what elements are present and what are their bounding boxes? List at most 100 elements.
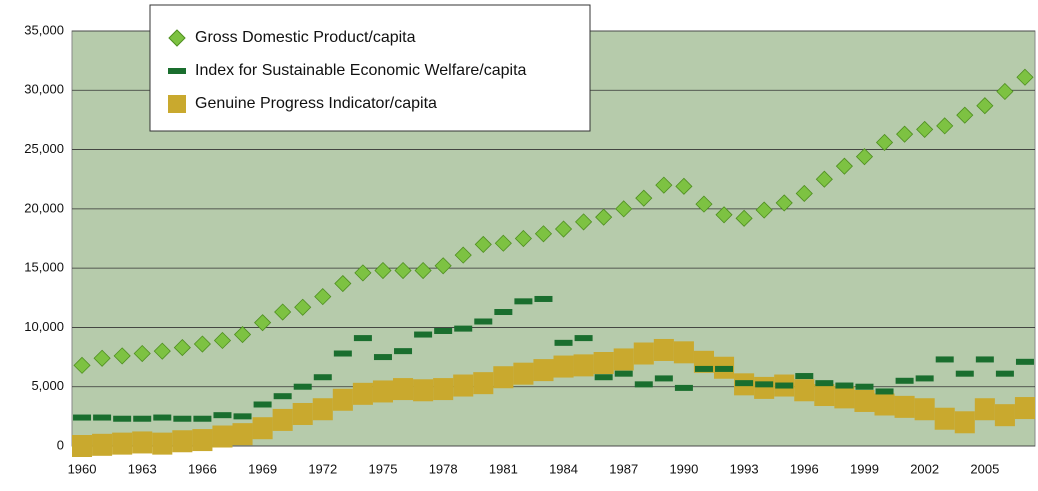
gdp-mark (735, 209, 753, 227)
y-tick-label: 0 (57, 437, 64, 452)
isew-mark (955, 370, 974, 377)
x-tick-label: 1975 (369, 461, 398, 476)
gpi-mark (914, 398, 935, 421)
gpi-mark (292, 402, 313, 425)
gpi-mark (172, 430, 193, 453)
gpi-mark (934, 407, 955, 430)
isew-mark (373, 354, 392, 361)
gpi-mark (673, 341, 694, 364)
isew-mark (574, 335, 593, 342)
x-tick-label: 2002 (910, 461, 939, 476)
isew-mark (735, 380, 754, 387)
gdp-mark (534, 225, 553, 243)
gpi-mark (232, 423, 253, 446)
gpi-mark (252, 417, 273, 440)
gdp-mark (595, 208, 613, 226)
isew-mark (253, 401, 272, 408)
isew-mark (333, 350, 352, 357)
isew-mark (434, 327, 453, 334)
isew-mark (213, 412, 232, 419)
isew-mark (915, 375, 934, 382)
gpi-mark (112, 432, 133, 455)
gdp-mark (956, 106, 974, 124)
isew-mark (654, 375, 673, 382)
isew-mark (353, 335, 372, 342)
isew-mark (975, 356, 994, 363)
gpi-mark (754, 376, 775, 399)
isew-mark (755, 381, 774, 388)
y-tick-label: 10,000 (24, 319, 64, 334)
isew-mark (474, 318, 493, 325)
gpi-mark (413, 379, 434, 402)
isew-mark (995, 370, 1014, 377)
gpi-mark (854, 389, 875, 412)
gdp-mark (93, 349, 111, 367)
gpi-mark (613, 348, 634, 371)
gpi-mark (332, 388, 353, 411)
gdp-mark (976, 97, 994, 115)
gdp-mark (374, 261, 392, 280)
gpi-mark (473, 372, 494, 395)
gpi-mark (894, 395, 915, 418)
isew-mark (514, 298, 533, 305)
gdp-mark (916, 120, 934, 138)
isew-mark (674, 384, 693, 391)
gdp-mark (695, 195, 713, 213)
gdp-mark (173, 339, 191, 357)
y-tick-label: 25,000 (24, 141, 64, 156)
gdp-mark (855, 148, 874, 166)
isew-mark (273, 393, 292, 400)
gdp-mark (354, 264, 372, 282)
gdp-mark (193, 335, 211, 353)
gdp-mark (494, 234, 512, 252)
gdp-mark (254, 314, 272, 332)
isew-mark (73, 414, 92, 421)
gdp-mark (795, 184, 813, 203)
isew-mark (193, 415, 212, 422)
gpi-mark (834, 386, 855, 409)
x-tick-label: 2005 (970, 461, 999, 476)
x-tick-label: 1984 (549, 461, 578, 476)
y-tick-label: 5,000 (31, 378, 64, 393)
x-tick-label: 1993 (730, 461, 759, 476)
isew-mark (153, 414, 172, 421)
isew-mark (93, 414, 112, 421)
isew-mark (614, 370, 633, 377)
isew-mark (935, 356, 954, 363)
legend-box (149, 4, 591, 132)
legend-label: Index for Sustainable Economic Welfare/c… (195, 62, 527, 79)
gpi-mark (633, 342, 654, 365)
isew-mark (534, 295, 553, 302)
isew-mark (815, 380, 834, 387)
gdp-mark (294, 298, 312, 316)
legend-icon (168, 29, 186, 47)
gpi-mark (312, 398, 333, 421)
x-tick-label: 1987 (609, 461, 638, 476)
gpi-mark (954, 411, 975, 434)
isew-mark (594, 374, 613, 381)
gdp-mark (575, 213, 593, 231)
gpi-mark (493, 366, 514, 389)
gdp-mark (715, 206, 733, 224)
x-tick-label: 1972 (308, 461, 337, 476)
legend-icon (168, 95, 186, 113)
gpi-mark (132, 431, 153, 454)
gdp-mark (936, 117, 954, 135)
x-tick-label: 1981 (489, 461, 518, 476)
gpi-mark (573, 354, 594, 377)
x-tick-label: 1969 (248, 461, 277, 476)
gdp-mark (133, 344, 151, 363)
gdp-mark (153, 342, 171, 360)
isew-mark (694, 365, 713, 372)
x-tick-label: 1960 (68, 461, 97, 476)
gpi-mark (513, 362, 534, 385)
gdp-mark (334, 274, 352, 293)
y-tick-label: 35,000 (24, 22, 64, 37)
isew-mark (454, 325, 473, 332)
gdp-mark (615, 200, 633, 218)
gdp-mark (274, 303, 292, 321)
gdp-mark (213, 331, 232, 350)
gpi-mark (393, 378, 414, 401)
y-tick-label: 20,000 (24, 200, 64, 215)
isew-mark (113, 415, 132, 422)
